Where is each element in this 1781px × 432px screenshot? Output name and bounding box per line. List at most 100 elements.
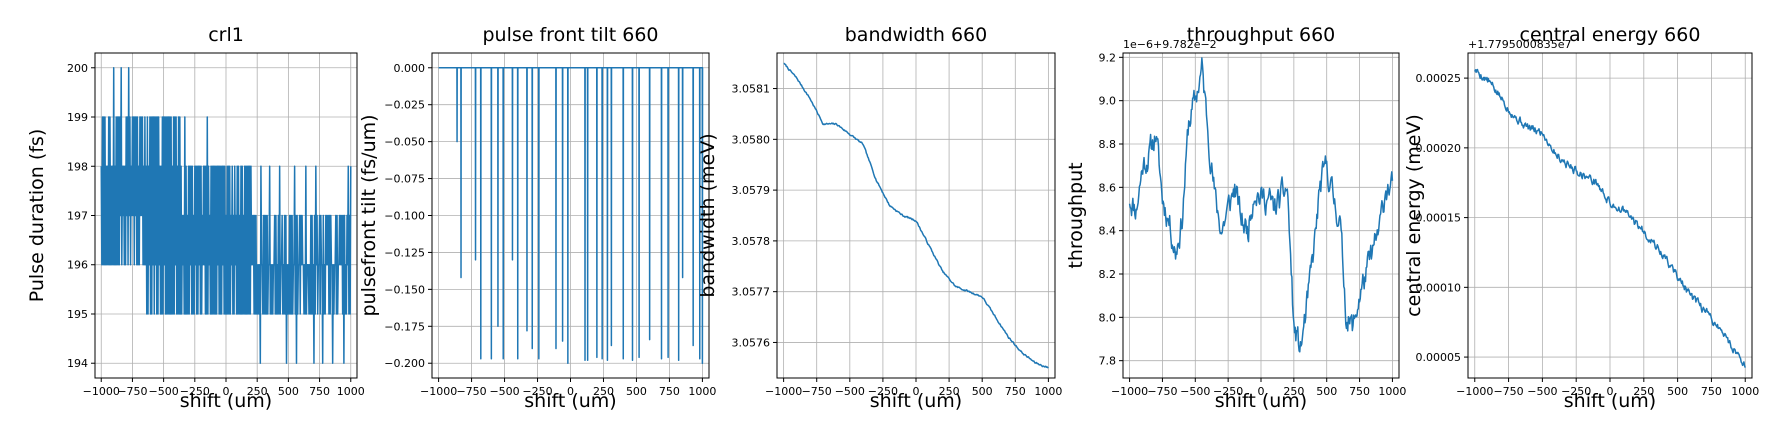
x-tick-label: 1000 bbox=[1034, 385, 1062, 398]
chart-title: bandwidth 660 bbox=[845, 24, 987, 46]
y-tick-label: 8.4 bbox=[1099, 225, 1117, 238]
y-tick-label: 3.0578 bbox=[732, 235, 771, 248]
x-tick-label: 250 bbox=[1633, 385, 1654, 398]
y-axis-label: throughput bbox=[1065, 162, 1087, 268]
x-tick-label: −1000 bbox=[83, 385, 120, 398]
x-tick-label: −750 bbox=[117, 385, 147, 398]
y-tick-label: 8.0 bbox=[1099, 311, 1117, 324]
series-line bbox=[438, 67, 704, 364]
y-tick-label: −0.100 bbox=[384, 210, 425, 223]
axes-frame bbox=[431, 52, 710, 379]
x-tick-label: −500 bbox=[1180, 385, 1210, 398]
x-tick-label: 250 bbox=[247, 385, 268, 398]
series-line bbox=[783, 62, 1049, 369]
y-tick-label: 196 bbox=[67, 259, 88, 272]
x-tick-label: −1000 bbox=[1111, 385, 1148, 398]
y-tick-label: 199 bbox=[67, 111, 88, 124]
x-tick-label: 0 bbox=[913, 385, 920, 398]
x-tick-label: 750 bbox=[1701, 385, 1722, 398]
x-tick-label: −750 bbox=[802, 385, 832, 398]
y-axis-label: pulsefront tilt (fs/um) bbox=[358, 114, 380, 316]
x-tick-label: 750 bbox=[309, 385, 330, 398]
x-tick-label: −1000 bbox=[420, 385, 457, 398]
x-tick-label: −500 bbox=[1527, 385, 1557, 398]
x-tick-label: −750 bbox=[1147, 385, 1177, 398]
x-tick-label: −500 bbox=[835, 385, 865, 398]
x-tick-label: −250 bbox=[868, 385, 898, 398]
x-tick-label: −1000 bbox=[765, 385, 802, 398]
axes-frame bbox=[1122, 52, 1400, 379]
y-axis-label: Pulse duration (fs) bbox=[26, 129, 48, 302]
axis-offset-label: +1.7795000835e7 bbox=[1468, 38, 1571, 51]
chart-title: pulse front tilt 660 bbox=[482, 24, 658, 46]
series-line bbox=[100, 67, 352, 364]
y-tick-label: 8.2 bbox=[1099, 268, 1117, 281]
y-tick-label: 3.0579 bbox=[732, 184, 771, 197]
x-tick-label: 500 bbox=[1316, 385, 1337, 398]
x-tick-label: −750 bbox=[456, 385, 486, 398]
x-tick-label: −500 bbox=[149, 385, 179, 398]
y-tick-label: 0.00005 bbox=[1416, 351, 1462, 364]
x-tick-label: −500 bbox=[489, 385, 519, 398]
y-axis-label: central energy (meV) bbox=[1403, 114, 1425, 317]
y-tick-label: 0.00020 bbox=[1416, 142, 1462, 155]
y-tick-label: −0.075 bbox=[384, 173, 425, 186]
x-tick-label: 1000 bbox=[688, 385, 716, 398]
y-tick-label: −0.125 bbox=[384, 246, 425, 259]
x-tick-label: 500 bbox=[278, 385, 299, 398]
y-tick-label: 198 bbox=[67, 160, 88, 173]
y-tick-label: 3.0577 bbox=[732, 286, 771, 299]
x-tick-label: −750 bbox=[1493, 385, 1523, 398]
chart-title: central energy 660 bbox=[1520, 24, 1701, 46]
x-axis-label: shift (um) bbox=[524, 390, 616, 412]
x-tick-label: 750 bbox=[1349, 385, 1370, 398]
y-tick-label: −0.175 bbox=[384, 320, 425, 333]
y-tick-label: 9.0 bbox=[1099, 95, 1117, 108]
x-axis-label: shift (um) bbox=[1564, 390, 1656, 412]
x-tick-label: 750 bbox=[659, 385, 680, 398]
x-tick-label: −250 bbox=[1213, 385, 1243, 398]
axes-frame bbox=[1467, 52, 1753, 379]
x-tick-label: 750 bbox=[1005, 385, 1026, 398]
x-tick-label: 1000 bbox=[1731, 385, 1759, 398]
y-tick-label: −0.050 bbox=[384, 136, 425, 149]
x-tick-label: 1000 bbox=[337, 385, 365, 398]
x-tick-label: 0 bbox=[1258, 385, 1265, 398]
x-tick-label: 500 bbox=[626, 385, 647, 398]
x-tick-label: 0 bbox=[567, 385, 574, 398]
x-tick-label: 250 bbox=[939, 385, 960, 398]
y-axis-label: bandwidth (meV) bbox=[697, 133, 719, 297]
y-tick-label: 194 bbox=[67, 357, 88, 370]
x-axis-label: shift (um) bbox=[1215, 390, 1307, 412]
y-tick-label: 195 bbox=[67, 308, 88, 321]
axes-frame bbox=[776, 52, 1056, 379]
x-axis-label: shift (um) bbox=[870, 390, 962, 412]
x-tick-label: −250 bbox=[522, 385, 552, 398]
y-tick-label: 0.00010 bbox=[1416, 281, 1462, 294]
y-tick-label: 3.0580 bbox=[732, 133, 771, 146]
x-tick-label: 250 bbox=[593, 385, 614, 398]
y-tick-label: 9.2 bbox=[1099, 51, 1117, 64]
series-line bbox=[1128, 57, 1394, 353]
x-tick-label: 0 bbox=[1607, 385, 1614, 398]
x-axis-label: shift (um) bbox=[180, 390, 272, 412]
y-tick-label: 7.8 bbox=[1099, 355, 1117, 368]
x-tick-label: −250 bbox=[180, 385, 210, 398]
x-tick-label: 500 bbox=[1667, 385, 1688, 398]
y-tick-label: 8.6 bbox=[1099, 181, 1117, 194]
axis-offset-label: 1e−6+9.782e−2 bbox=[1123, 38, 1217, 51]
x-tick-label: 1000 bbox=[1378, 385, 1406, 398]
y-tick-label: 200 bbox=[67, 62, 88, 75]
x-tick-label: 250 bbox=[1283, 385, 1304, 398]
series-line bbox=[1474, 68, 1746, 368]
x-tick-label: −1000 bbox=[1456, 385, 1493, 398]
y-tick-label: 0.00015 bbox=[1416, 212, 1462, 225]
x-tick-label: 500 bbox=[972, 385, 993, 398]
chart-title: crl1 bbox=[208, 24, 244, 46]
y-tick-label: 3.0576 bbox=[732, 336, 771, 349]
y-tick-label: 8.8 bbox=[1099, 138, 1117, 151]
x-tick-label: −250 bbox=[1561, 385, 1591, 398]
y-tick-label: −0.200 bbox=[384, 357, 425, 370]
y-tick-label: 3.0581 bbox=[732, 83, 771, 96]
